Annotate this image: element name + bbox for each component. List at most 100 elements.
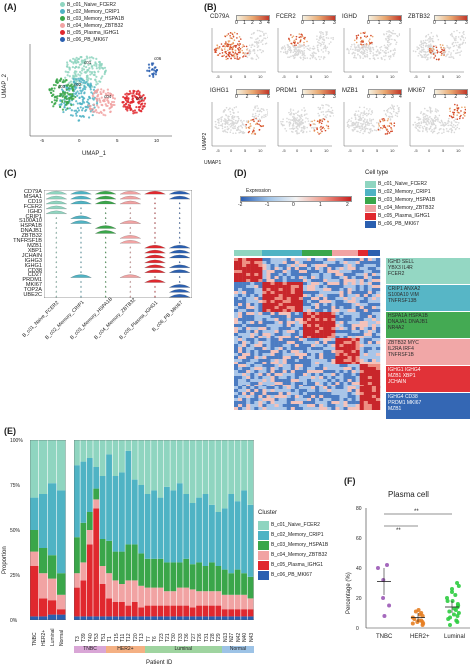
heatmap-cell (359, 389, 364, 393)
heatmap-cell (315, 321, 320, 325)
feature-point (232, 111, 235, 114)
legend-swatch (60, 16, 65, 21)
feature-point (427, 48, 430, 51)
heatmap-cell (282, 376, 287, 380)
feature-point (361, 112, 363, 114)
umap-point (77, 109, 81, 112)
bar-segment (234, 616, 241, 620)
heatmap-cell (375, 297, 381, 301)
umap-point (48, 88, 51, 91)
heatmap-cell (351, 350, 356, 354)
umap-point (104, 103, 107, 106)
heatmap-cell (359, 379, 364, 383)
heatmap-cell (347, 376, 352, 380)
heatmap-cell (375, 376, 381, 380)
feature-plot: -5 0 5 10 (409, 102, 466, 152)
violin-shape (104, 221, 107, 224)
heatmap-cell (286, 401, 291, 405)
umap-point (113, 97, 116, 100)
heatmap-cell (278, 258, 283, 262)
heatmap-cell (367, 350, 373, 354)
feature-point (458, 31, 461, 34)
heatmap-cell (254, 333, 259, 337)
feature-point (319, 58, 321, 61)
umap-point (133, 90, 136, 93)
feature-point (364, 123, 367, 126)
heatmap-cell (286, 288, 291, 292)
feature-point (425, 117, 428, 120)
heatmap-cell (335, 270, 340, 274)
violin-shape (80, 290, 82, 293)
heatmap-cell (286, 270, 291, 274)
feature-point (453, 119, 455, 122)
feature-point (392, 107, 395, 110)
heatmap-cell (302, 297, 308, 301)
bar-segment (138, 616, 145, 620)
feature-point (362, 116, 364, 119)
feature-point (379, 119, 381, 121)
feature-point (223, 120, 225, 122)
heatmap-cell (355, 321, 360, 325)
celltype-swatch (365, 188, 376, 196)
feature-point (255, 58, 258, 61)
feature-point (435, 46, 438, 49)
y-tick: 75% (10, 483, 21, 489)
heatmap-cell (323, 347, 328, 351)
umap-point (111, 100, 114, 104)
feature-point (265, 42, 268, 45)
feature-point (227, 119, 230, 122)
heatmap-cell (371, 312, 377, 316)
feature-point (377, 128, 380, 131)
heatmap-cell (278, 321, 283, 325)
feature-point (293, 118, 296, 121)
feature-point (424, 118, 426, 121)
heatmap-cell (298, 395, 304, 399)
bar-segment (74, 587, 80, 617)
heatmap-cell (238, 264, 243, 268)
violin-gene-label: CD19 (27, 198, 42, 205)
heatmap-cell (319, 350, 324, 354)
feature-point (316, 46, 319, 49)
bar-segment (183, 440, 190, 494)
feature-point (441, 122, 444, 124)
celltype-label: B_c04_Memory_ZBTB32 (378, 205, 435, 211)
heatmap-cell (315, 315, 320, 319)
heatmap-cell (238, 389, 243, 393)
umap-point (135, 105, 138, 109)
heatmap-cell (307, 288, 312, 292)
colorbar-tick: 1 (311, 20, 315, 26)
feature-point (325, 32, 328, 34)
heatmap-cell (246, 276, 251, 280)
bar-segment (131, 544, 138, 581)
heatmap-cell (363, 392, 369, 396)
heatmap-cell (246, 359, 251, 363)
feature-point (292, 44, 294, 47)
colorbar-tick: 3 (399, 20, 402, 26)
heatmap-cell (234, 267, 239, 271)
heatmap-cell (343, 330, 348, 334)
heatmap-cell (371, 303, 377, 307)
heatmap-cell (266, 382, 271, 386)
feature-point (384, 133, 387, 135)
heatmap-cell (335, 376, 340, 380)
heatmap-cell (274, 321, 279, 325)
heatmap-cell (363, 315, 369, 319)
heatmap-cell (355, 264, 360, 268)
feature-point (312, 53, 314, 55)
violin-gene-label: S100A10 (18, 218, 42, 225)
feature-point (233, 125, 235, 128)
heatmap-cell (331, 338, 336, 342)
heatmap-cell (286, 386, 291, 390)
umap-point (87, 77, 90, 80)
feature-point (219, 124, 222, 127)
heatmap-cell (266, 364, 271, 368)
heatmap-cell (258, 379, 263, 383)
feature-point (434, 116, 436, 119)
bar-segment (80, 461, 87, 523)
heatmap-cell (270, 344, 275, 348)
feature-point (292, 54, 294, 57)
heatmap-cell (234, 261, 239, 265)
heatmap-cell (258, 294, 263, 298)
heatmap-cell (375, 288, 381, 292)
feature-point (318, 133, 320, 135)
